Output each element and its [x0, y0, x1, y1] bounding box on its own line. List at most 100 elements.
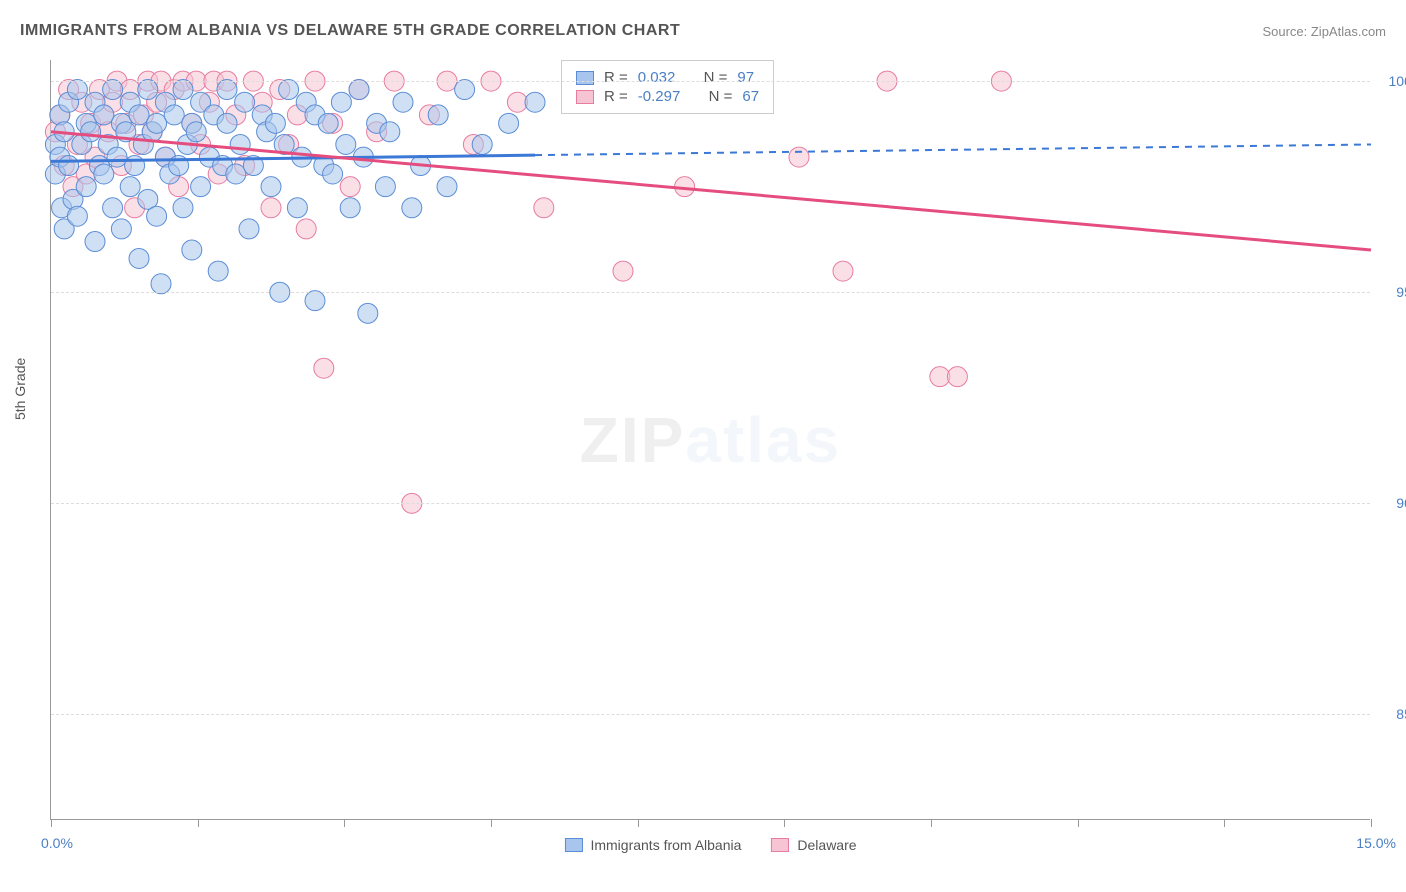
source-attribution: Source: ZipAtlas.com	[1262, 24, 1386, 39]
data-point	[331, 92, 351, 112]
data-point	[314, 358, 334, 378]
y-axis-label: 5th Grade	[12, 358, 28, 420]
stats-row-series-b: R = -0.297 N = 67	[576, 88, 759, 105]
data-point	[76, 177, 96, 197]
n-label: N =	[704, 69, 728, 86]
y-tick-label: 85.0%	[1396, 706, 1406, 722]
data-point	[151, 274, 171, 294]
data-point	[525, 92, 545, 112]
legend-item-a: Immigrants from Albania	[564, 837, 741, 853]
correlation-stats-box: R = 0.032 N = 97 R = -0.297 N = 67	[561, 60, 774, 114]
data-point	[265, 113, 285, 133]
x-tick	[638, 819, 639, 827]
data-point	[120, 177, 140, 197]
data-point	[261, 198, 281, 218]
data-point	[947, 367, 967, 387]
data-point	[103, 80, 123, 100]
data-point	[437, 177, 457, 197]
chart-svg	[51, 60, 1370, 819]
data-point	[186, 122, 206, 142]
data-point	[340, 177, 360, 197]
data-point	[67, 206, 87, 226]
data-point	[67, 80, 87, 100]
plot-area: ZIPatlas R = 0.032 N = 97 R = -0.297 N =…	[50, 60, 1370, 820]
trend-line-dashed	[535, 144, 1371, 155]
data-point	[305, 291, 325, 311]
data-point	[173, 80, 193, 100]
r-value-b: -0.297	[638, 88, 681, 105]
x-axis-start-label: 0.0%	[41, 835, 73, 851]
gridline	[51, 292, 1370, 293]
data-point	[323, 164, 343, 184]
data-point	[107, 147, 127, 167]
data-point	[287, 198, 307, 218]
data-point	[208, 261, 228, 281]
data-point	[318, 113, 338, 133]
data-point	[59, 156, 79, 176]
x-tick	[198, 819, 199, 827]
data-point	[375, 177, 395, 197]
data-point	[129, 105, 149, 125]
data-point	[164, 105, 184, 125]
data-point	[111, 219, 131, 239]
data-point	[380, 122, 400, 142]
chart-title: IMMIGRANTS FROM ALBANIA VS DELAWARE 5TH …	[20, 22, 680, 40]
data-point	[613, 261, 633, 281]
y-tick-label: 90.0%	[1396, 495, 1406, 511]
swatch-series-b-icon	[771, 838, 789, 852]
data-point	[239, 219, 259, 239]
x-tick	[784, 819, 785, 827]
bottom-legend: Immigrants from Albania Delaware	[564, 837, 856, 853]
x-tick	[931, 819, 932, 827]
n-value-a: 97	[737, 69, 754, 86]
data-point	[499, 113, 519, 133]
data-point	[336, 134, 356, 154]
data-point	[279, 80, 299, 100]
gridline	[51, 81, 1370, 82]
data-point	[235, 92, 255, 112]
x-tick	[344, 819, 345, 827]
data-point	[217, 113, 237, 133]
data-point	[217, 80, 237, 100]
data-point	[147, 206, 167, 226]
data-point	[428, 105, 448, 125]
data-point	[85, 232, 105, 252]
y-tick-label: 100.0%	[1389, 73, 1406, 89]
data-point	[129, 248, 149, 268]
data-point	[296, 219, 316, 239]
stats-row-series-a: R = 0.032 N = 97	[576, 69, 759, 86]
data-point	[138, 80, 158, 100]
data-point	[534, 198, 554, 218]
x-tick	[1078, 819, 1079, 827]
data-point	[226, 164, 246, 184]
data-point	[340, 198, 360, 218]
data-point	[507, 92, 527, 112]
gridline	[51, 714, 1370, 715]
data-point	[455, 80, 475, 100]
data-point	[182, 240, 202, 260]
x-tick	[491, 819, 492, 827]
chart-container: IMMIGRANTS FROM ALBANIA VS DELAWARE 5TH …	[0, 0, 1406, 892]
legend-item-b: Delaware	[771, 837, 856, 853]
legend-label-b: Delaware	[797, 837, 856, 853]
data-point	[930, 367, 950, 387]
data-point	[833, 261, 853, 281]
swatch-series-a-icon	[564, 838, 582, 852]
data-point	[147, 113, 167, 133]
x-tick	[1371, 819, 1372, 827]
data-point	[103, 198, 123, 218]
data-point	[402, 198, 422, 218]
x-axis-end-label: 15.0%	[1356, 835, 1396, 851]
data-point	[261, 177, 281, 197]
r-label: R =	[604, 69, 628, 86]
y-tick-label: 95.0%	[1396, 284, 1406, 300]
x-tick	[1224, 819, 1225, 827]
data-point	[125, 156, 145, 176]
data-point	[472, 134, 492, 154]
data-point	[789, 147, 809, 167]
n-value-b: 67	[742, 88, 759, 105]
r-value-a: 0.032	[638, 69, 676, 86]
swatch-series-a-icon	[576, 71, 594, 85]
data-point	[349, 80, 369, 100]
data-point	[191, 177, 211, 197]
